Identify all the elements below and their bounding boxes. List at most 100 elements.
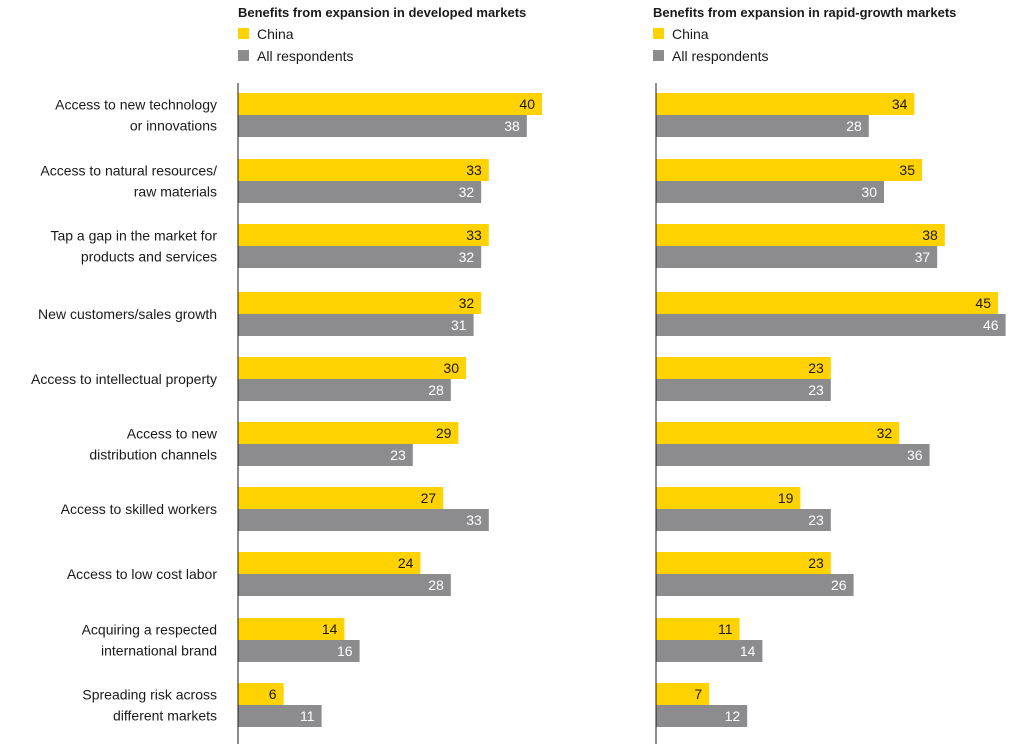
data-label: 45 bbox=[975, 295, 991, 311]
bar bbox=[238, 509, 489, 531]
legend-label: China bbox=[672, 26, 709, 42]
bar bbox=[238, 618, 345, 640]
data-label: 46 bbox=[983, 317, 999, 333]
data-label: 14 bbox=[322, 621, 338, 637]
bar bbox=[656, 683, 710, 705]
legend-swatch bbox=[238, 28, 249, 39]
bar bbox=[238, 683, 284, 705]
data-label: 23 bbox=[808, 555, 824, 571]
data-label: 12 bbox=[725, 708, 741, 724]
category-label: Access to low cost labor bbox=[67, 566, 218, 582]
data-label: 26 bbox=[831, 577, 847, 593]
bar bbox=[656, 357, 831, 379]
bar bbox=[238, 552, 421, 574]
bar bbox=[238, 705, 322, 727]
bar bbox=[238, 115, 527, 137]
bar bbox=[656, 705, 748, 727]
bar bbox=[238, 640, 360, 662]
bar bbox=[238, 292, 482, 314]
data-label: 35 bbox=[899, 162, 915, 178]
legend-swatch bbox=[653, 50, 664, 61]
data-label: 14 bbox=[740, 643, 756, 659]
data-label: 23 bbox=[808, 360, 824, 376]
bar bbox=[656, 552, 831, 574]
data-label: 38 bbox=[922, 227, 938, 243]
chart-panel-2: Benefits from expansion in rapid-growth … bbox=[653, 5, 1006, 744]
category-label: Access to intellectual property bbox=[31, 371, 217, 387]
category-label: Tap a gap in the market for bbox=[50, 228, 217, 244]
legend-label: China bbox=[257, 26, 294, 42]
bar bbox=[656, 314, 1006, 336]
data-label: 6 bbox=[269, 686, 277, 702]
category-label: Access to new bbox=[127, 426, 218, 442]
chart-panel-1: Benefits from expansion in developed mar… bbox=[237, 5, 542, 744]
data-label: 31 bbox=[451, 317, 467, 333]
data-label: 28 bbox=[428, 382, 444, 398]
data-label: 23 bbox=[808, 512, 824, 528]
bar bbox=[656, 487, 801, 509]
bar bbox=[238, 574, 451, 596]
data-label: 28 bbox=[428, 577, 444, 593]
category-labels: Access to new technology or innovations Ac… bbox=[31, 97, 218, 724]
bar bbox=[238, 379, 451, 401]
bar bbox=[238, 357, 466, 379]
category-label: Acquiring a respected bbox=[82, 622, 217, 638]
bar bbox=[238, 487, 444, 509]
category-label: products and services bbox=[81, 249, 217, 265]
bar bbox=[656, 574, 854, 596]
bar bbox=[656, 618, 740, 640]
data-label: 30 bbox=[443, 360, 459, 376]
chart-title: Benefits from expansion in developed mar… bbox=[238, 5, 526, 20]
category-label: distribution channels bbox=[89, 447, 217, 463]
bar bbox=[238, 422, 459, 444]
data-label: 24 bbox=[398, 555, 414, 571]
data-label: 23 bbox=[390, 447, 406, 463]
data-label: 40 bbox=[519, 96, 535, 112]
legend-swatch bbox=[653, 28, 664, 39]
bar bbox=[238, 444, 413, 466]
data-label: 36 bbox=[907, 447, 923, 463]
data-label: 32 bbox=[459, 249, 475, 265]
data-label: 32 bbox=[459, 295, 475, 311]
bar bbox=[656, 224, 945, 246]
bar bbox=[656, 422, 900, 444]
bar bbox=[656, 509, 831, 531]
data-label: 27 bbox=[421, 490, 437, 506]
category-label: raw materials bbox=[134, 184, 217, 200]
data-label: 37 bbox=[915, 249, 931, 265]
bar bbox=[656, 640, 763, 662]
bar bbox=[656, 181, 884, 203]
category-label: Access to skilled workers bbox=[61, 501, 217, 517]
category-label: New customers/sales growth bbox=[38, 306, 217, 322]
category-label: or innovations bbox=[130, 118, 217, 134]
bar bbox=[656, 115, 869, 137]
data-label: 34 bbox=[892, 96, 908, 112]
data-label: 11 bbox=[718, 621, 733, 637]
bar bbox=[656, 93, 915, 115]
data-label: 33 bbox=[466, 162, 482, 178]
data-label: 38 bbox=[504, 118, 520, 134]
bar bbox=[656, 159, 922, 181]
bar bbox=[238, 224, 489, 246]
bar bbox=[238, 159, 489, 181]
bar bbox=[238, 93, 542, 115]
data-label: 32 bbox=[459, 184, 475, 200]
data-label: 33 bbox=[466, 512, 482, 528]
data-label: 32 bbox=[877, 425, 893, 441]
legend-label: All respondents bbox=[257, 48, 354, 64]
legend-swatch bbox=[238, 50, 249, 61]
data-label: 23 bbox=[808, 382, 824, 398]
bar bbox=[656, 246, 938, 268]
category-label: Access to natural resources/ bbox=[40, 163, 217, 179]
data-label: 28 bbox=[846, 118, 862, 134]
bar bbox=[238, 314, 474, 336]
chart-title: Benefits from expansion in rapid-growth … bbox=[653, 5, 956, 20]
bar bbox=[656, 292, 998, 314]
data-label: 29 bbox=[436, 425, 452, 441]
data-label: 30 bbox=[861, 184, 877, 200]
bar bbox=[238, 181, 482, 203]
bar bbox=[656, 444, 930, 466]
category-label: different markets bbox=[113, 708, 217, 724]
